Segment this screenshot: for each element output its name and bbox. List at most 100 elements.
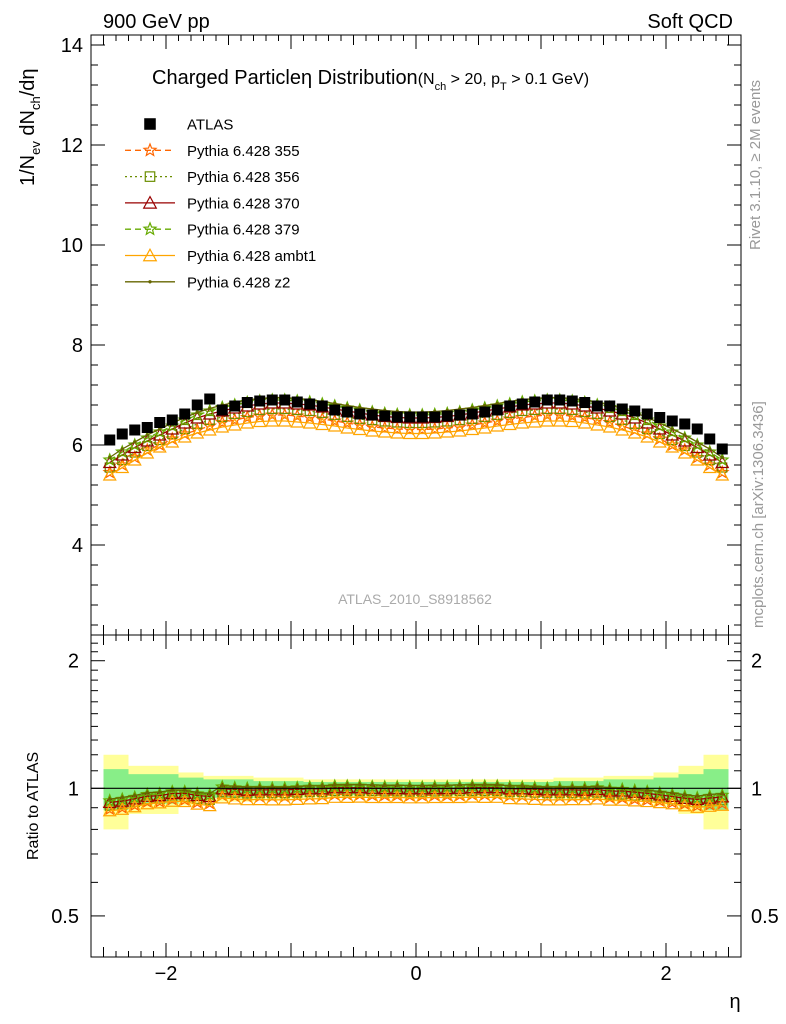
point-pythia-6-428-379 (689, 437, 705, 452)
ylabel-part-a: 1/N (17, 155, 39, 186)
point-pythia-6-428-ambt1 (165, 434, 180, 448)
chart-title-cut-mid: > 20, p (446, 71, 500, 88)
point-pythia-6-428-ambt1 (552, 413, 567, 427)
point-pythia-6-428-ambt1 (265, 413, 280, 427)
point-atlas (479, 406, 491, 418)
ratio-point-pythia-6-428-ambt1 (715, 797, 730, 811)
point-atlas (254, 395, 266, 407)
ratio-point-pythia-6-428-z2 (370, 783, 374, 787)
point-pythia-6-428-ambt1 (615, 422, 630, 436)
header-left: 900 GeV pp (103, 11, 210, 33)
point-pythia-6-428-z2 (483, 403, 487, 408)
point-pythia-6-428-z2 (695, 440, 699, 444)
point-atlas (316, 400, 328, 412)
legend-marker (148, 280, 152, 284)
ratio-point-pythia-6-428-ambt1 (152, 795, 167, 809)
point-pythia-6-428-z2 (708, 447, 712, 451)
header-right: Soft QCD (647, 11, 733, 33)
ratio-x-tick-label: −2 (155, 963, 178, 985)
point-pythia-6-428-ambt1 (515, 415, 530, 429)
point-pythia-6-428-379 (102, 452, 118, 467)
point-atlas (554, 394, 566, 406)
ratio-point-pythia-6-428-ambt1 (140, 796, 155, 810)
ratio-point-pythia-6-428-z2 (383, 783, 387, 787)
main-panel: 4 6 8 10 12 14 Charged Particleη Distribution… (17, 34, 742, 636)
point-pythia-6-428-ambt1 (652, 434, 667, 448)
ratio-x-tick-label: 0 (410, 963, 421, 985)
main-y-tick-label: 6 (72, 435, 83, 457)
ratio-point-pythia-6-428-z2 (233, 784, 237, 789)
point-atlas (279, 394, 291, 406)
ratio-point-pythia-6-428-ambt1 (577, 792, 592, 806)
point-pythia-6-428-ambt1 (202, 422, 217, 436)
point-pythia-6-428-379 (127, 437, 143, 452)
ratio-x-axis-label: η (729, 991, 740, 1013)
ratio-point-pythia-6-428-z2 (508, 784, 512, 788)
ratio-series-layer (102, 778, 730, 817)
point-pythia-6-428-z2 (683, 433, 687, 437)
point-pythia-6-428-356 (629, 418, 640, 430)
ratio-y-tick-label-right: 0.5 (751, 906, 779, 928)
point-pythia-6-428-379 (664, 424, 680, 439)
point-pythia-6-428-z2 (208, 406, 212, 411)
point-pythia-6-428-ambt1 (240, 415, 255, 429)
point-atlas (191, 399, 203, 411)
point-pythia-6-428-ambt1 (377, 424, 392, 438)
ratio-y-tick-label-right: 2 (751, 651, 762, 673)
main-y-axis: 4 6 8 10 12 14 (61, 35, 741, 626)
ratio-point-pythia-6-428-ambt1 (427, 790, 442, 804)
point-pythia-6-428-ambt1 (302, 415, 317, 429)
ylabel-part-b-sub: ch (28, 96, 43, 110)
point-pythia-6-428-ambt1 (115, 460, 130, 474)
ratio-point-pythia-6-428-379 (589, 780, 605, 794)
point-pythia-6-428-z2 (195, 410, 199, 415)
point-pythia-6-428-z2 (720, 455, 724, 460)
point-pythia-6-428-ambt1 (715, 467, 730, 481)
main-y-axis-label: 1/Nev dNch/dη (17, 68, 43, 186)
point-pythia-6-428-379 (677, 430, 693, 445)
main-x-axis (103, 35, 729, 635)
ratio-point-pythia-6-428-z2 (683, 793, 687, 797)
point-atlas (391, 411, 403, 423)
ratio-point-pythia-6-428-ambt1 (602, 792, 617, 806)
ratio-point-pythia-6-428-ambt1 (227, 791, 242, 805)
point-pythia-6-428-ambt1 (690, 452, 705, 466)
ratio-point-pythia-6-428-z2 (458, 783, 462, 787)
point-pythia-6-428-z2 (345, 403, 349, 408)
point-atlas (141, 422, 153, 433)
ratio-point-pythia-6-428-ambt1 (640, 794, 655, 808)
ratio-point-pythia-6-428-z2 (170, 788, 174, 792)
point-pythia-6-428-379 (114, 444, 130, 459)
ratio-x-tick-label: 2 (660, 963, 671, 985)
point-pythia-6-428-ambt1 (452, 423, 467, 437)
chart-title-cut-sub1: ch (435, 81, 447, 93)
ylabel-part-b: dN (17, 110, 39, 141)
point-pythia-6-428-ambt1 (465, 422, 480, 436)
point-atlas (716, 443, 728, 455)
point-atlas (179, 408, 191, 420)
point-atlas (679, 418, 691, 430)
point-atlas (204, 393, 216, 405)
ratio-point-pythia-6-428-z2 (395, 783, 399, 787)
ratio-point-pythia-6-428-ambt1 (352, 789, 367, 803)
point-pythia-6-428-ambt1 (315, 417, 330, 431)
main-y-tick-label: 14 (61, 35, 83, 57)
point-pythia-6-428-379 (714, 452, 730, 467)
legend-label: Pythia 6.428 ambt1 (187, 248, 316, 265)
ratio-point-pythia-6-428-ambt1 (665, 796, 680, 810)
point-atlas (691, 423, 703, 435)
ratio-point-pythia-6-428-ambt1 (702, 799, 717, 812)
ratio-y-tick-label-right: 1 (751, 778, 762, 800)
ratio-point-pythia-6-428-ambt1 (240, 792, 255, 806)
ratio-point-pythia-6-428-z2 (483, 783, 487, 787)
point-atlas (104, 434, 116, 446)
ratio-point-pythia-6-428-z2 (208, 791, 212, 796)
ratio-point-pythia-6-428-ambt1 (590, 791, 605, 805)
ratio-point-pythia-6-428-z2 (670, 791, 674, 795)
ratio-point-pythia-6-428-ambt1 (477, 790, 492, 803)
point-pythia-6-428-ambt1 (152, 439, 167, 453)
point-atlas (354, 408, 366, 420)
ratio-point-pythia-6-428-ambt1 (115, 802, 130, 815)
point-pythia-6-428-ambt1 (252, 414, 267, 428)
point-pythia-6-428-ambt1 (190, 425, 205, 439)
